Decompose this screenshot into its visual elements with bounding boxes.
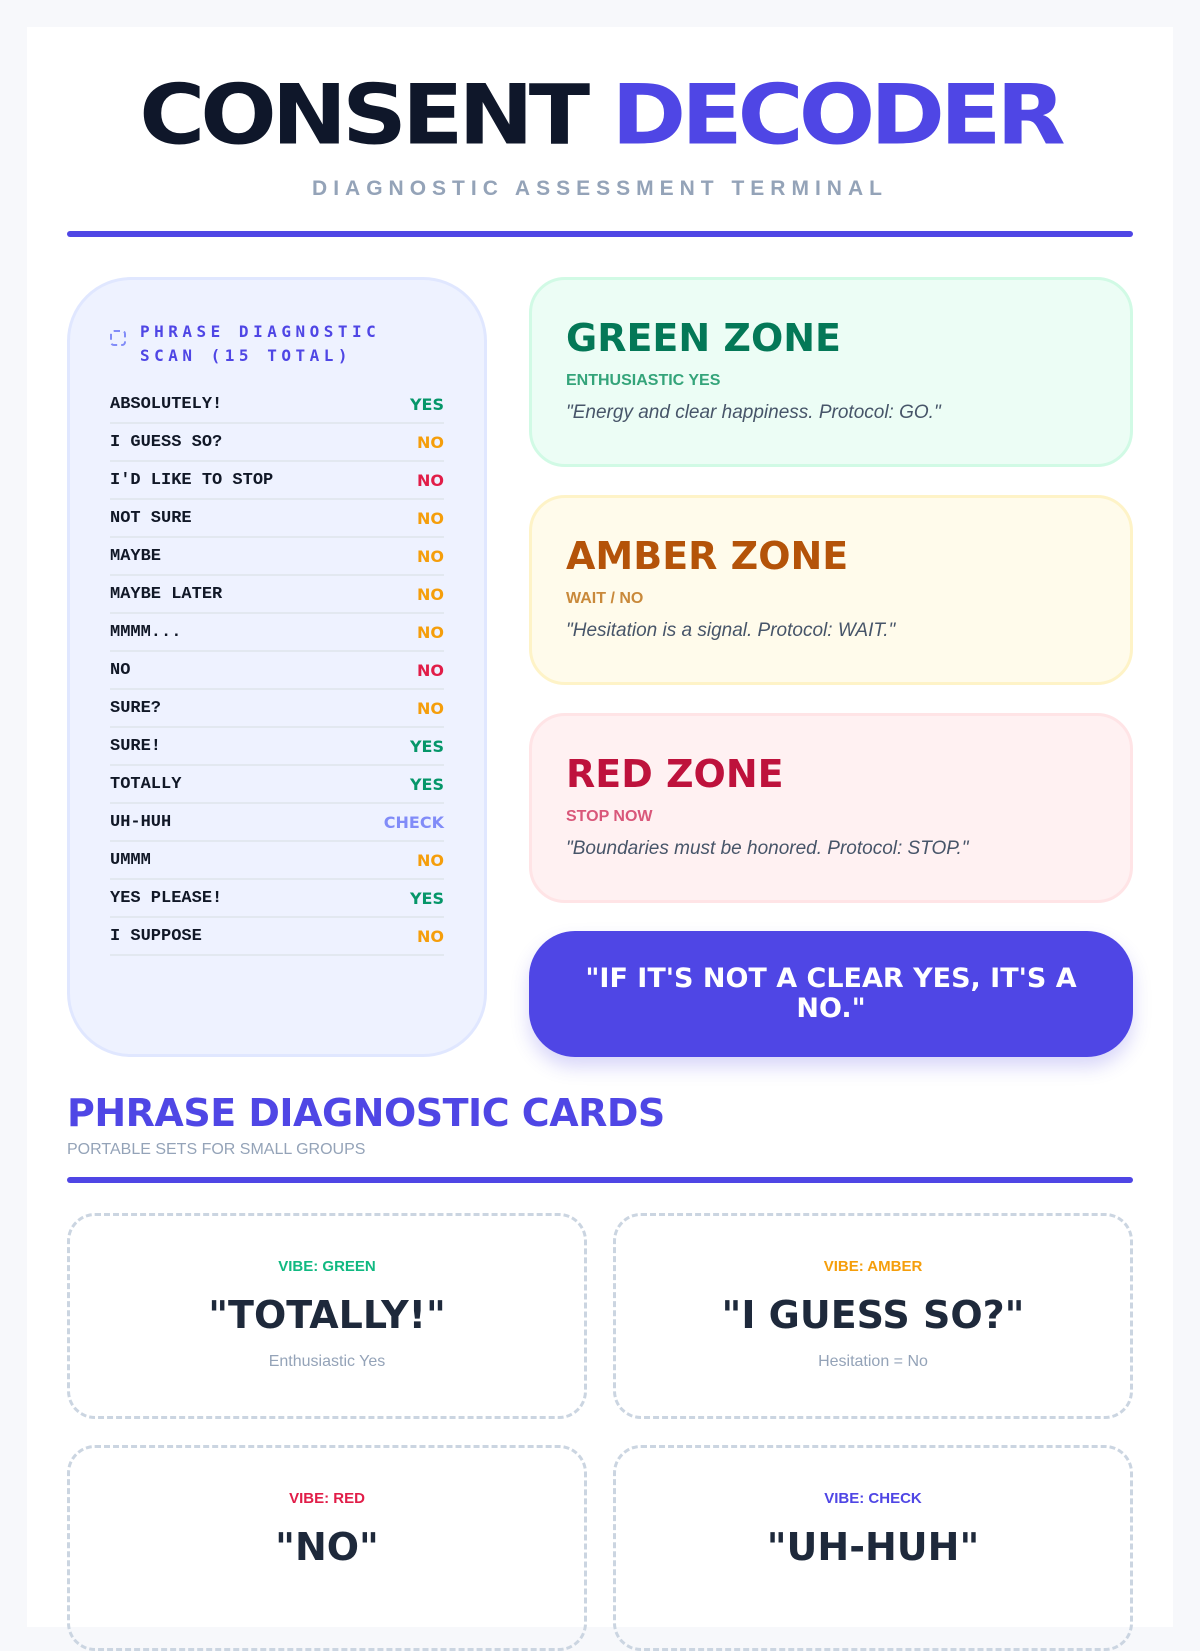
scan-phrase: MMMM... [110, 622, 182, 642]
cards-section: PHRASE DIAGNOSTIC CARDS PORTABLE SETS FO… [67, 1091, 1133, 1651]
red-zone-title: RED ZONE [566, 752, 784, 796]
scan-phrase: MAYBE LATER [110, 584, 223, 604]
scan-row: NO NO [110, 652, 444, 690]
scan-verdict: NO [417, 508, 444, 528]
phrase-card: VIBE: RED "NO" [67, 1445, 587, 1651]
scan-phrase: TOTALLY [110, 774, 182, 794]
green-zone-subtitle: ENTHUSIASTIC YES [566, 372, 721, 389]
scan-phrase: NO [110, 660, 131, 680]
cards-title: PHRASE DIAGNOSTIC CARDS [67, 1091, 665, 1135]
scan-row: ABSOLUTELY! YES [110, 386, 444, 424]
card-meaning: Hesitation = No [818, 1353, 928, 1370]
scan-row: UH-HUH CHECK [110, 804, 444, 842]
scan-verdict: NO [417, 622, 444, 642]
scan-icon [110, 330, 126, 346]
scan-row: MAYBE LATER NO [110, 576, 444, 614]
phrase-card: VIBE: GREEN "TOTALLY!" Enthusiastic Yes [67, 1213, 587, 1419]
card-phrase: "I GUESS SO?" [721, 1293, 1025, 1337]
red-zone-card: RED ZONE STOP NOW "Boundaries must be ho… [529, 713, 1133, 903]
scan-phrase: SURE? [110, 698, 162, 718]
scan-row: NOT SURE NO [110, 500, 444, 538]
scan-verdict: CHECK [383, 812, 444, 832]
scan-row: MMMM... NO [110, 614, 444, 652]
phrase-card: VIBE: AMBER "I GUESS SO?" Hesitation = No [613, 1213, 1133, 1419]
card-vibe: VIBE: AMBER [823, 1258, 923, 1275]
scan-verdict: NO [417, 660, 444, 680]
card-vibe: VIBE: CHECK [824, 1490, 922, 1507]
scan-phrase: SURE! [110, 736, 162, 756]
scan-phrase: I GUESS SO? [110, 432, 223, 452]
scan-phrase: I SUPPOSE [110, 926, 202, 946]
scan-row: TOTALLY YES [110, 766, 444, 804]
amber-zone-subtitle: WAIT / NO [566, 590, 644, 607]
scan-row: SURE? NO [110, 690, 444, 728]
scan-phrase: NOT SURE [110, 508, 192, 528]
scan-row: UMMM NO [110, 842, 444, 880]
card-phrase: "TOTALLY!" [208, 1293, 446, 1337]
scan-verdict: NO [417, 546, 444, 566]
scan-verdict: NO [417, 584, 444, 604]
scan-row: SURE! YES [110, 728, 444, 766]
card-vibe: VIBE: GREEN [278, 1258, 376, 1275]
scan-row: YES PLEASE! YES [110, 880, 444, 918]
scan-verdict: NO [417, 926, 444, 946]
amber-zone-quote: "Hesitation is a signal. Protocol: WAIT.… [566, 620, 896, 641]
cards-grid: VIBE: GREEN "TOTALLY!" Enthusiastic Yes VIB… [67, 1213, 1133, 1651]
scan-phrase: I'D LIKE TO STOP [110, 470, 274, 490]
title-consent: CONSENT [139, 67, 590, 164]
header-divider [67, 231, 1133, 237]
red-zone-quote: "Boundaries must be honored. Protocol: S… [566, 838, 969, 859]
green-zone-quote: "Energy and clear happiness. Protocol: G… [566, 402, 941, 423]
phrase-scan-panel: PHRASE DIAGNOSTIC SCAN (15 TOTAL) ABSOLU… [67, 277, 487, 1057]
main-section: PHRASE DIAGNOSTIC SCAN (15 TOTAL) ABSOLU… [67, 277, 1133, 1067]
scan-phrase: UMMM [110, 850, 151, 870]
card-vibe: VIBE: RED [289, 1490, 365, 1507]
scan-verdict: NO [417, 698, 444, 718]
red-zone-subtitle: STOP NOW [566, 808, 653, 825]
amber-zone-card: AMBER ZONE WAIT / NO "Hesitation is a si… [529, 495, 1133, 685]
card-phrase: "NO" [275, 1525, 379, 1569]
scan-row: I GUESS SO? NO [110, 424, 444, 462]
green-zone-title: GREEN ZONE [566, 316, 842, 360]
scan-verdict: NO [417, 432, 444, 452]
cards-subtitle: PORTABLE SETS FOR SMALL GROUPS [67, 1141, 366, 1158]
scan-row: I'D LIKE TO STOP NO [110, 462, 444, 500]
header: CONSENT DECODER DIAGNOSTIC ASSESSMENT TE… [67, 27, 1133, 237]
scan-verdict: YES [409, 888, 444, 908]
scan-verdict: YES [409, 774, 444, 794]
scan-verdict: YES [409, 736, 444, 756]
scan-header: PHRASE DIAGNOSTIC SCAN (15 TOTAL) [110, 320, 444, 368]
amber-zone-title: AMBER ZONE [566, 534, 849, 578]
scan-title: PHRASE DIAGNOSTIC SCAN (15 TOTAL) [140, 322, 381, 365]
cards-divider [67, 1177, 1133, 1183]
scan-row: MAYBE NO [110, 538, 444, 576]
scan-row: I SUPPOSE NO [110, 918, 444, 956]
scan-list: ABSOLUTELY! YES I GUESS SO? NO I'D LIKE TO S… [110, 386, 444, 956]
scan-verdict: YES [409, 394, 444, 414]
green-zone-card: GREEN ZONE ENTHUSIASTIC YES "Energy and … [529, 277, 1133, 467]
phrase-card: VIBE: CHECK "UH-HUH" [613, 1445, 1133, 1651]
page-title: CONSENT DECODER [67, 74, 1133, 158]
scan-verdict: NO [417, 470, 444, 490]
title-decoder: DECODER [611, 67, 1066, 164]
page-subtitle: DIAGNOSTIC ASSESSMENT TERMINAL [312, 177, 888, 200]
zones-column: GREEN ZONE ENTHUSIASTIC YES "Energy and … [529, 277, 1133, 1057]
scan-phrase: MAYBE [110, 546, 162, 566]
page: CONSENT DECODER DIAGNOSTIC ASSESSMENT TE… [27, 27, 1173, 1651]
rule-banner: "IF IT'S NOT A CLEAR YES, IT'S A NO." [529, 931, 1133, 1057]
card-phrase: "UH-HUH" [766, 1525, 980, 1569]
scan-verdict: NO [417, 850, 444, 870]
card-meaning: Enthusiastic Yes [268, 1353, 386, 1370]
scan-phrase: YES PLEASE! [110, 888, 223, 908]
scan-phrase: UH-HUH [110, 812, 172, 832]
scan-phrase: ABSOLUTELY! [110, 394, 223, 414]
